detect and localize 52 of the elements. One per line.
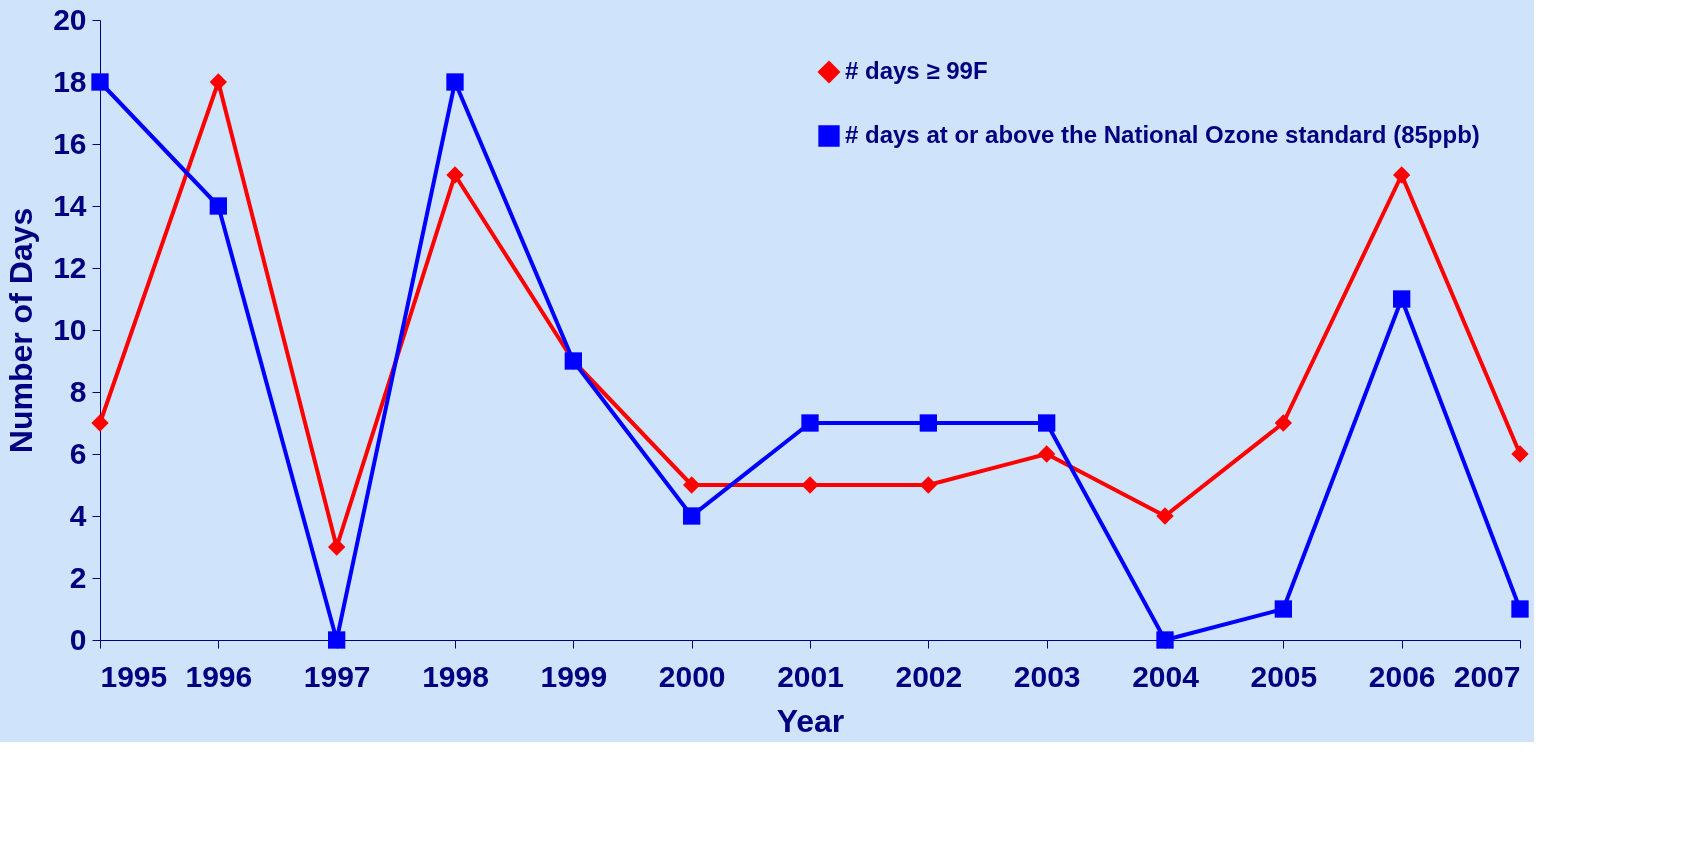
point <box>1511 445 1529 463</box>
point <box>1511 600 1529 618</box>
y-tick-label: 0 <box>69 622 87 656</box>
point <box>919 414 937 432</box>
y-tick-label: 2 <box>69 560 87 594</box>
x-tick-label: 2000 <box>658 659 726 693</box>
legend-label: # days ≥ 99F <box>845 57 988 84</box>
x-tick-label: 1995 <box>100 659 168 693</box>
x-tick-label: 2006 <box>1368 659 1436 693</box>
x-tick-label: 2007 <box>1453 659 1521 693</box>
x-tick-label: 1997 <box>303 659 371 693</box>
x-axis-title: Year <box>776 702 845 739</box>
point <box>801 476 819 494</box>
point <box>1393 166 1411 184</box>
x-tick-label: 1998 <box>422 659 489 693</box>
x-tick-label: 2005 <box>1250 659 1318 693</box>
point <box>801 414 819 432</box>
point <box>1156 507 1174 525</box>
y-tick-label: 12 <box>53 250 87 284</box>
legend-label: # days at or above the National Ozone standard (85ppb) <box>845 121 1480 148</box>
point <box>209 197 227 215</box>
y-tick-label: 10 <box>53 312 87 346</box>
y-axis-title: Number of Days <box>3 207 40 454</box>
y-tick-label: 14 <box>53 188 87 222</box>
y-tick-label: 6 <box>69 436 87 470</box>
point <box>919 476 937 494</box>
point <box>1156 631 1174 649</box>
point <box>91 73 109 91</box>
point <box>1038 414 1056 432</box>
y-tick-label: 18 <box>53 64 87 98</box>
point <box>446 166 464 184</box>
x-tick-label: 1999 <box>540 659 608 693</box>
y-tick-label: 20 <box>53 2 87 36</box>
x-tick-label: 2004 <box>1132 659 1200 693</box>
point <box>209 73 227 91</box>
point <box>1393 290 1411 308</box>
point <box>1038 445 1056 463</box>
point <box>91 414 109 432</box>
y-tick-label: 16 <box>53 126 87 160</box>
point <box>446 73 464 91</box>
point <box>328 538 346 556</box>
x-tick-label: 2002 <box>895 659 963 693</box>
point <box>1274 600 1292 618</box>
y-tick-label: 8 <box>69 374 87 408</box>
x-tick-label: 2001 <box>777 659 844 693</box>
y-tick-label: 4 <box>69 498 87 532</box>
point <box>683 476 701 494</box>
point <box>1274 414 1292 432</box>
x-tick-label: 1996 <box>185 659 253 693</box>
point <box>683 507 701 525</box>
point <box>328 631 346 649</box>
x-tick-label: 2003 <box>1013 659 1081 693</box>
